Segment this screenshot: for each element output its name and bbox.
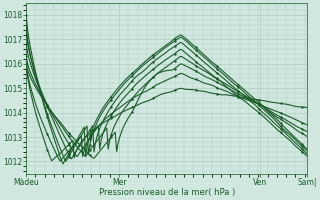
X-axis label: Pression niveau de la mer( hPa ): Pression niveau de la mer( hPa ) xyxy=(99,188,235,197)
